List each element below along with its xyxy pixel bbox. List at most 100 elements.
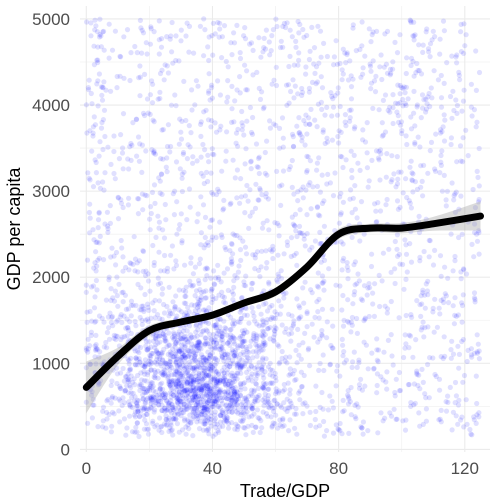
data-point bbox=[178, 380, 184, 386]
data-point bbox=[442, 117, 448, 123]
data-point bbox=[266, 400, 272, 406]
data-point bbox=[204, 328, 210, 334]
data-point bbox=[238, 257, 244, 263]
data-point bbox=[259, 342, 265, 349]
data-point bbox=[192, 390, 198, 396]
data-point bbox=[101, 319, 107, 325]
data-point bbox=[318, 259, 324, 265]
data-point bbox=[143, 397, 149, 403]
data-point bbox=[195, 413, 201, 419]
data-point bbox=[255, 385, 262, 391]
data-point bbox=[178, 335, 184, 341]
data-point bbox=[456, 234, 462, 241]
data-point bbox=[200, 365, 207, 371]
data-point bbox=[176, 370, 182, 376]
data-point bbox=[132, 394, 138, 400]
data-point bbox=[114, 333, 120, 339]
data-point bbox=[300, 26, 306, 33]
data-point bbox=[236, 335, 242, 341]
data-point bbox=[178, 38, 184, 44]
data-point bbox=[195, 83, 201, 89]
data-point bbox=[366, 178, 372, 184]
data-point bbox=[100, 29, 106, 35]
data-point bbox=[429, 37, 435, 43]
data-point bbox=[127, 366, 133, 372]
data-point bbox=[165, 265, 171, 271]
data-point bbox=[414, 298, 420, 304]
data-point bbox=[227, 363, 233, 370]
data-point bbox=[436, 417, 442, 423]
data-point bbox=[222, 377, 228, 383]
data-point bbox=[277, 403, 283, 409]
data-point bbox=[299, 85, 305, 92]
data-point bbox=[149, 397, 155, 403]
data-point bbox=[215, 380, 221, 386]
data-point bbox=[297, 388, 303, 394]
data-point bbox=[200, 383, 206, 389]
data-point bbox=[132, 409, 138, 415]
data-point bbox=[362, 383, 368, 389]
data-point bbox=[191, 387, 198, 393]
data-point bbox=[183, 33, 189, 39]
data-point bbox=[187, 362, 193, 368]
data-point bbox=[217, 316, 224, 322]
data-point bbox=[198, 385, 204, 391]
data-point bbox=[273, 325, 279, 332]
data-point bbox=[263, 27, 269, 33]
data-point bbox=[403, 84, 409, 90]
data-point bbox=[152, 375, 158, 381]
data-point bbox=[259, 384, 265, 390]
data-point bbox=[416, 410, 422, 416]
data-point bbox=[162, 252, 168, 259]
data-point bbox=[146, 406, 152, 412]
data-point bbox=[182, 293, 188, 299]
data-point bbox=[147, 394, 153, 400]
data-point bbox=[142, 371, 148, 377]
data-point bbox=[206, 431, 212, 437]
data-point bbox=[83, 347, 89, 353]
data-point bbox=[213, 379, 219, 386]
data-point bbox=[424, 101, 430, 107]
data-point bbox=[116, 343, 122, 349]
data-point bbox=[305, 182, 312, 188]
data-point bbox=[181, 325, 187, 331]
data-point bbox=[412, 140, 418, 146]
data-point bbox=[87, 230, 93, 236]
data-point bbox=[451, 193, 457, 199]
data-point bbox=[253, 348, 259, 354]
data-point bbox=[294, 123, 300, 129]
data-point bbox=[159, 191, 165, 197]
data-point bbox=[371, 78, 378, 84]
data-point bbox=[235, 393, 241, 399]
data-point bbox=[241, 352, 247, 358]
data-point bbox=[167, 149, 173, 155]
data-point bbox=[104, 209, 110, 215]
data-point bbox=[201, 307, 207, 313]
data-point bbox=[347, 58, 353, 64]
data-point bbox=[306, 115, 312, 121]
data-point bbox=[154, 312, 161, 318]
data-point bbox=[217, 424, 223, 430]
data-point bbox=[227, 342, 233, 348]
data-point bbox=[262, 340, 268, 346]
data-point bbox=[93, 249, 99, 255]
data-point bbox=[201, 398, 207, 404]
data-point bbox=[260, 385, 266, 391]
data-point bbox=[215, 428, 221, 434]
data-point bbox=[408, 312, 414, 318]
data-point bbox=[240, 381, 246, 387]
data-point bbox=[126, 327, 132, 333]
data-point bbox=[281, 423, 287, 429]
data-point bbox=[190, 405, 196, 412]
data-point bbox=[289, 157, 295, 164]
data-point bbox=[153, 334, 159, 340]
data-point bbox=[92, 157, 98, 163]
data-point bbox=[239, 120, 245, 126]
data-point bbox=[397, 261, 403, 267]
data-point bbox=[253, 376, 259, 382]
data-point bbox=[283, 82, 290, 88]
data-point bbox=[227, 363, 233, 369]
data-point bbox=[248, 40, 255, 46]
data-point bbox=[304, 169, 310, 175]
